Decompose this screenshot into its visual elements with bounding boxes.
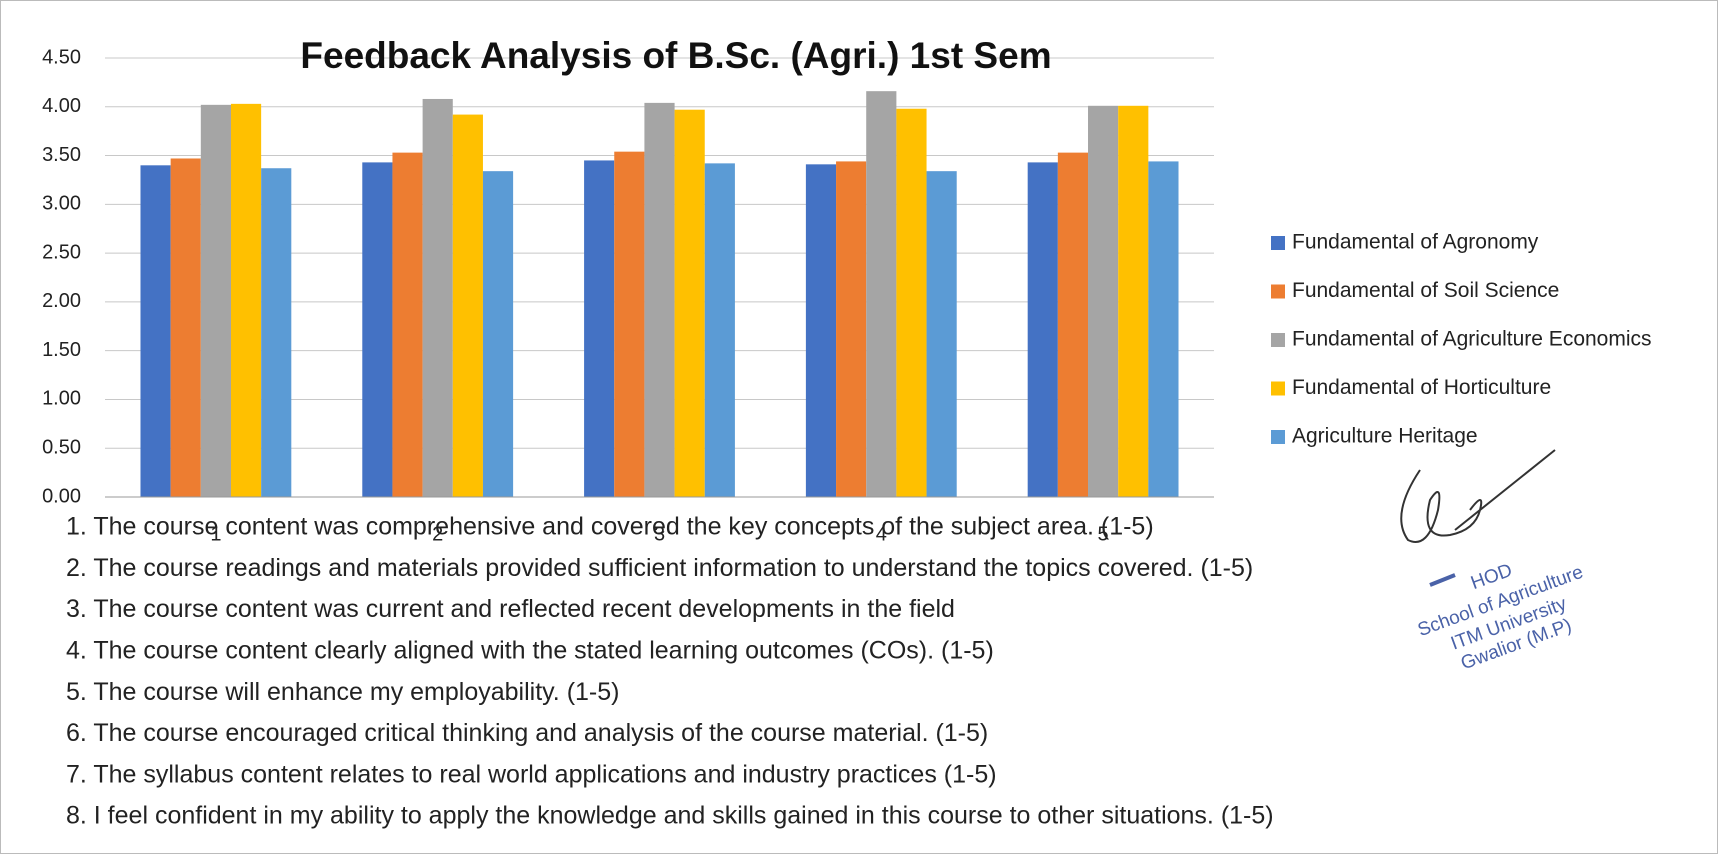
bar xyxy=(452,114,483,498)
bar xyxy=(422,98,453,498)
legend-swatch xyxy=(1271,236,1285,250)
bar xyxy=(866,91,897,498)
bar xyxy=(362,162,393,497)
bar xyxy=(1027,162,1058,497)
legend-label: Fundamental of Agronomy xyxy=(1292,231,1539,254)
note: 1. The course content was comprehensive … xyxy=(66,513,1154,541)
bar xyxy=(1057,152,1089,497)
bar xyxy=(674,109,705,498)
y-tick-label: 4.50 xyxy=(42,46,81,68)
legend-swatch xyxy=(1271,430,1285,444)
note: 6. The course encouraged critical thinki… xyxy=(66,719,988,747)
bar xyxy=(140,165,171,498)
y-tick-label: 3.50 xyxy=(42,144,81,166)
bar xyxy=(170,158,201,497)
x-tick-label: 5 xyxy=(1098,523,1109,545)
y-tick-label: 1.50 xyxy=(42,339,81,361)
legend-label: Fundamental of Agriculture Economics xyxy=(1292,328,1652,351)
bar xyxy=(261,168,292,497)
bar xyxy=(230,103,262,498)
bar xyxy=(644,102,675,498)
legend-swatch xyxy=(1271,284,1285,299)
legend-label: Agriculture Heritage xyxy=(1292,425,1478,448)
y-tick-label: 0.50 xyxy=(42,437,81,459)
chart-title: Feedback Analysis of B.Sc. (Agri.) 1st S… xyxy=(300,35,1051,76)
note: 8. I feel confident in my ability to app… xyxy=(66,802,1274,830)
x-tick-label: 4 xyxy=(876,523,887,545)
bar xyxy=(704,163,735,498)
x-tick-label: 1 xyxy=(210,523,221,545)
y-tick-label: 3.00 xyxy=(42,193,81,215)
signature xyxy=(1400,449,1556,543)
y-tick-label: 2.00 xyxy=(42,290,81,312)
stamp-mark xyxy=(1429,573,1456,587)
bar xyxy=(926,171,957,498)
note: 5. The course will enhance my employabil… xyxy=(66,678,619,706)
bar xyxy=(482,171,514,498)
bar xyxy=(1118,105,1149,498)
bar xyxy=(584,160,615,497)
x-tick-label: 2 xyxy=(432,523,443,545)
bar xyxy=(836,161,867,498)
bar xyxy=(896,108,927,498)
note: 2. The course readings and materials pro… xyxy=(66,554,1253,582)
bar xyxy=(1148,161,1179,498)
y-tick-label: 2.50 xyxy=(42,241,81,263)
legend-swatch xyxy=(1271,381,1285,396)
bar xyxy=(200,104,231,498)
legend-label: Fundamental of Soil Science xyxy=(1292,279,1559,302)
legend-swatch xyxy=(1271,333,1285,347)
note: 7. The syllabus content relates to real … xyxy=(66,760,997,788)
bar xyxy=(805,164,837,497)
x-tick-label: 3 xyxy=(654,523,665,545)
legend-label: Fundamental of Horticulture xyxy=(1292,376,1551,399)
y-tick-label: 0.00 xyxy=(42,485,81,507)
y-tick-label: 4.00 xyxy=(42,95,81,117)
y-tick-label: 1.00 xyxy=(42,388,81,410)
note: 3. The course content was current and re… xyxy=(66,595,955,623)
bar xyxy=(392,152,423,497)
note: 4. The course content clearly aligned wi… xyxy=(66,637,994,665)
bar xyxy=(614,151,645,498)
bar xyxy=(1088,105,1119,498)
